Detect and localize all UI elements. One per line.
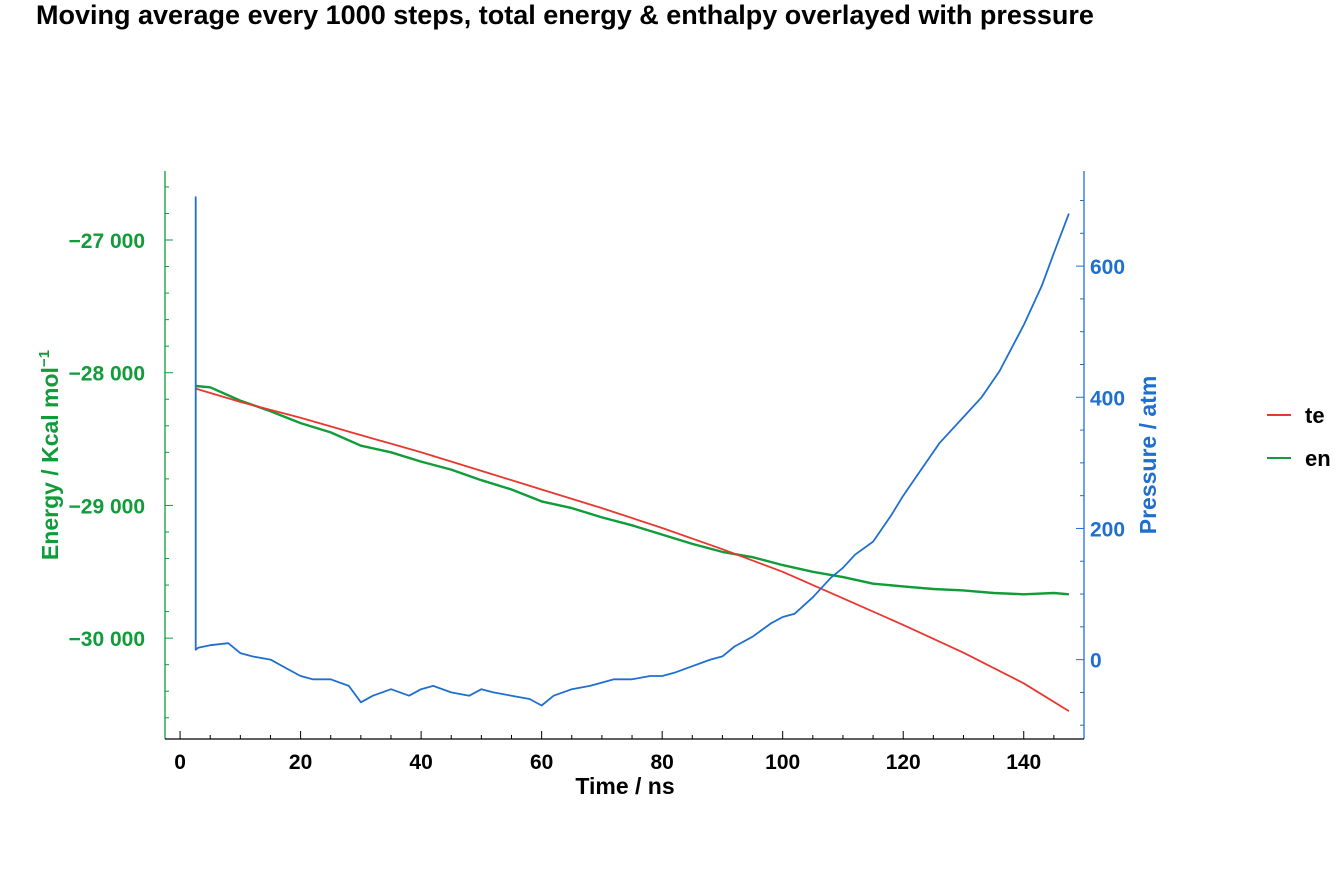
y-left-tick-label: −29 000: [69, 495, 146, 518]
y-left-tick-label: −28 000: [69, 363, 146, 386]
y-right-axis-label: Pressure / atm: [1135, 376, 1161, 535]
y-right-tick-label: 200: [1090, 518, 1125, 541]
series-line-en: [195, 384, 1070, 596]
x-tick-label: 100: [765, 751, 800, 774]
y-right-tick-label: 600: [1090, 256, 1125, 279]
x-tick-label: 40: [409, 751, 432, 774]
x-tick-label: 20: [289, 751, 312, 774]
x-tick-label: 60: [530, 751, 553, 774]
legend-label-en: en: [1305, 446, 1331, 471]
y-left-axis-label: Energy / Kcal mol−1: [36, 350, 63, 560]
x-axis-label: Time / ns: [575, 773, 674, 799]
axes: 0 20 40 60 80 100 120 140 −27 000 −28 000 −29 000 −…: [36, 171, 1161, 799]
y-left-tick-label: −27 000: [69, 230, 146, 253]
series-line-te: [195, 387, 1070, 712]
legend-label-te: te: [1305, 403, 1325, 428]
plot-lines: [194, 196, 1070, 712]
series-line-pressure: [194, 196, 1070, 707]
x-tick-label: 120: [886, 751, 921, 774]
y-left-axis-label-text: Energy / Kcal mol: [37, 367, 63, 560]
chart-title: Moving average every 1000 steps, total e…: [36, 0, 1094, 30]
y-right-tick-label: 0: [1090, 650, 1102, 673]
x-tick-label: 0: [174, 751, 186, 774]
x-tick-label: 140: [1006, 751, 1041, 774]
y-left-tick-label: −30 000: [69, 628, 146, 651]
y-left-axis-label-superscript: −1: [36, 350, 53, 367]
y-right-tick-label: 400: [1090, 387, 1125, 410]
legend: te en: [1267, 403, 1331, 471]
x-tick-label: 80: [650, 751, 673, 774]
